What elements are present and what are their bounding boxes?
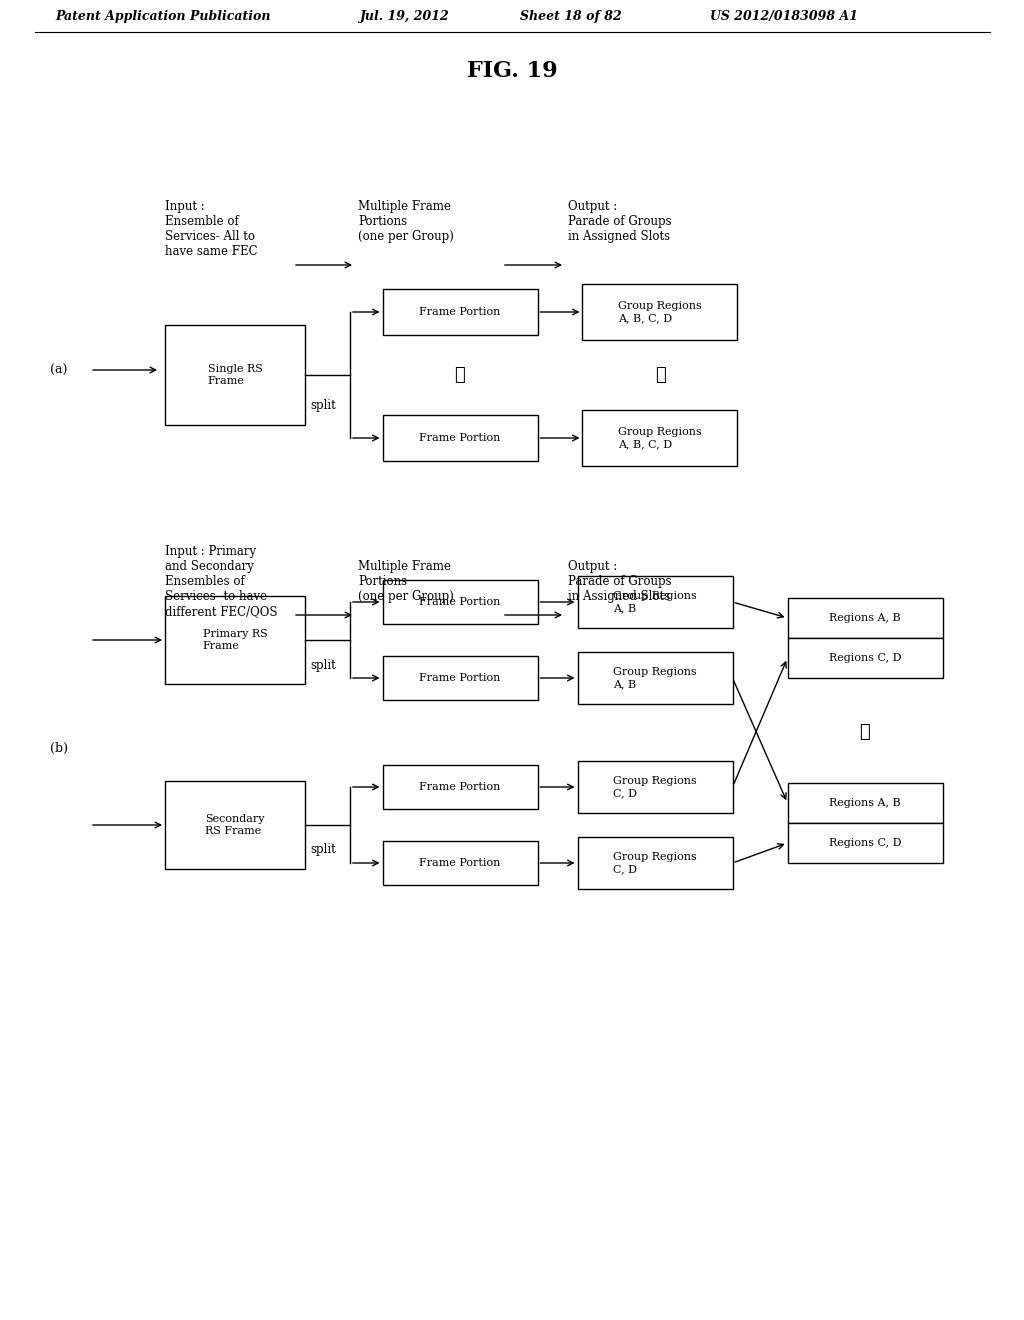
Text: split: split [310,399,336,412]
Bar [165,325,305,425]
Text: Group Regions
A, B: Group Regions A, B [613,667,697,689]
Bar [578,576,732,628]
Bar [383,656,538,700]
Text: Group Regions
C, D: Group Regions C, D [613,776,697,797]
Text: Frame Portion: Frame Portion [419,308,501,317]
Text: Frame Portion: Frame Portion [419,597,501,607]
Text: ⋮: ⋮ [654,366,666,384]
Bar [787,783,942,822]
Bar [578,762,732,813]
Bar [787,598,942,638]
Text: Frame Portion: Frame Portion [419,433,501,444]
Text: US 2012/0183098 A1: US 2012/0183098 A1 [710,11,858,22]
Text: Multiple Frame
Portions
(one per Group): Multiple Frame Portions (one per Group) [358,201,454,243]
Bar [383,841,538,884]
Text: Frame Portion: Frame Portion [419,858,501,869]
Text: Secondary
RS Frame: Secondary RS Frame [205,814,265,836]
Bar [578,837,732,888]
Text: Output :
Parade of Groups
in Assigned Slots: Output : Parade of Groups in Assigned Sl… [568,201,672,243]
Bar [787,638,942,678]
Text: Input :
Ensemble of
Services- All to
have same FEC: Input : Ensemble of Services- All to hav… [165,201,258,257]
Text: Regions C, D: Regions C, D [828,838,901,847]
Bar [583,411,737,466]
Bar [165,597,305,684]
Text: ⋮: ⋮ [455,366,465,384]
Text: FIG. 19: FIG. 19 [467,59,557,82]
Text: Frame Portion: Frame Portion [419,781,501,792]
Text: Regions A, B: Regions A, B [829,799,901,808]
Text: Regions A, B: Regions A, B [829,612,901,623]
Text: split: split [310,843,336,857]
Text: Frame Portion: Frame Portion [419,673,501,682]
Text: Group Regions
A, B: Group Regions A, B [613,591,697,612]
Bar [383,289,538,335]
Text: split: split [310,659,336,672]
Bar [383,766,538,809]
Text: Primary RS
Frame: Primary RS Frame [203,630,267,651]
Text: Multiple Frame
Portions
(one per Group): Multiple Frame Portions (one per Group) [358,560,454,603]
Text: Regions C, D: Regions C, D [828,653,901,663]
Text: Patent Application Publication: Patent Application Publication [55,11,270,22]
Text: Input : Primary
and Secondary
Ensembles of
Services- to have
different FEC/QOS: Input : Primary and Secondary Ensembles … [165,545,278,618]
Text: Jul. 19, 2012: Jul. 19, 2012 [360,11,450,22]
Bar [383,579,538,624]
Bar [583,284,737,341]
Text: Group Regions
A, B, C, D: Group Regions A, B, C, D [618,428,701,449]
Bar [578,652,732,704]
Text: Sheet 18 of 82: Sheet 18 of 82 [520,11,622,22]
Text: Group Regions
A, B, C, D: Group Regions A, B, C, D [618,301,701,323]
Text: Group Regions
C, D: Group Regions C, D [613,853,697,874]
Text: ⋮: ⋮ [859,723,870,742]
Text: (b): (b) [50,742,68,755]
Bar [165,781,305,869]
Text: Single RS
Frame: Single RS Frame [208,364,262,385]
Bar [787,822,942,863]
Bar [383,414,538,461]
Text: Output :
Parade of Groups
in Assigned Slots: Output : Parade of Groups in Assigned Sl… [568,560,672,603]
Text: (a): (a) [50,363,68,376]
